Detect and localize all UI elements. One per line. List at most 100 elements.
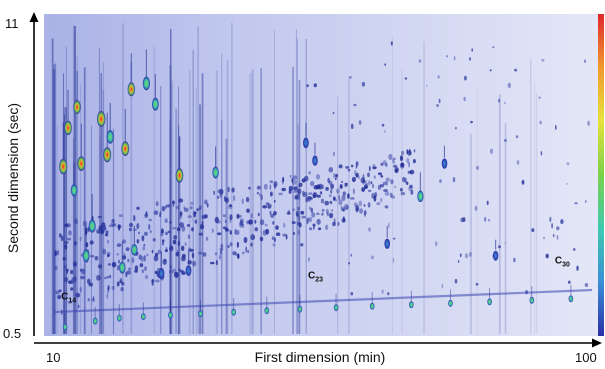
alkane-peak: [264, 307, 270, 315]
band-spot: [79, 236, 82, 242]
band-spot: [92, 296, 95, 301]
band-spot: [227, 245, 230, 248]
band-spot: [235, 229, 240, 236]
band-spot: [364, 186, 368, 189]
band-spot: [60, 235, 64, 242]
x-tick-label-start: 10: [46, 350, 60, 365]
band-spot: [245, 196, 250, 203]
band-spot: [291, 179, 297, 186]
band-spot: [370, 181, 373, 185]
band-spot: [311, 212, 316, 218]
band-spot: [345, 166, 350, 169]
band-spot: [347, 168, 351, 172]
band-spot: [186, 224, 191, 227]
band-spot: [289, 174, 292, 178]
scatter-spot: [492, 46, 495, 49]
band-spot: [136, 239, 140, 244]
band-spot: [250, 234, 256, 241]
band-spot: [172, 239, 177, 245]
band-spot: [388, 153, 393, 160]
band-spot: [118, 259, 120, 264]
band-spot: [350, 197, 355, 200]
scatter-spot: [452, 176, 456, 183]
band-spot: [347, 193, 350, 199]
scatter-spot: [326, 212, 330, 217]
band-spot: [291, 221, 296, 225]
band-spot: [306, 217, 309, 225]
band-spot: [199, 223, 205, 230]
band-spot: [136, 223, 140, 229]
band-spot: [273, 211, 277, 216]
baseline-band: [54, 288, 593, 314]
scatter-spot: [438, 98, 441, 104]
scatter-spot: [370, 255, 375, 260]
band-spot: [118, 214, 124, 218]
scatter-spot: [503, 139, 507, 142]
scatter-spot: [471, 48, 474, 52]
band-spot: [333, 218, 336, 224]
band-spot: [122, 255, 127, 260]
band-spot: [310, 181, 315, 187]
scatter-spot: [441, 283, 444, 289]
band-spot: [338, 199, 343, 206]
band-spot: [173, 235, 178, 240]
band-spot: [390, 179, 394, 185]
band-spot: [355, 165, 358, 169]
scatter-spot: [348, 261, 350, 265]
band-spot: [389, 192, 393, 198]
alkane-peak: [168, 311, 173, 319]
scatter-spot: [306, 84, 309, 88]
band-spot: [336, 188, 340, 194]
band-spot: [73, 263, 76, 267]
band-spot: [269, 184, 272, 190]
band-spot: [373, 195, 377, 202]
band-spot: [281, 187, 287, 192]
scatter-spot: [489, 148, 494, 154]
colorbar: [598, 14, 604, 336]
band-spot: [330, 183, 334, 190]
band-spot: [282, 233, 288, 237]
band-spot: [155, 279, 160, 283]
scatter-spot: [486, 200, 489, 206]
alkane-peak: [409, 301, 414, 309]
scatter-spot: [436, 104, 439, 107]
band-spot: [270, 213, 275, 218]
band-spot: [193, 211, 197, 215]
band-spot: [142, 246, 146, 251]
band-spot: [302, 190, 305, 197]
band-spot: [369, 165, 371, 172]
band-spot: [408, 161, 410, 168]
band-spot: [293, 175, 297, 180]
band-spot: [273, 180, 278, 187]
band-spot: [256, 191, 259, 195]
band-spot: [181, 271, 186, 275]
band-spot: [107, 285, 110, 291]
band-spot: [224, 227, 229, 232]
peak: [106, 130, 114, 144]
band-spot: [205, 236, 209, 241]
band-spot: [141, 235, 145, 242]
band-spot: [107, 239, 109, 244]
band-spot: [330, 209, 334, 212]
band-spot: [128, 227, 132, 232]
band-spot: [239, 222, 244, 228]
band-spot: [219, 254, 221, 260]
annotation-subscript: 30: [562, 262, 570, 269]
band-spot: [94, 256, 99, 261]
scatter-spot: [387, 291, 390, 295]
band-spot: [298, 192, 300, 196]
scatter-spot: [335, 199, 338, 202]
scatter-spot: [587, 120, 590, 126]
band-spot: [97, 228, 103, 235]
peak: [59, 158, 68, 175]
band-spot: [155, 201, 159, 207]
band-spot: [308, 216, 313, 223]
scatter-spot: [312, 223, 316, 227]
band-spot: [343, 203, 349, 210]
alkane-series-layer: [62, 284, 574, 331]
band-spot: [254, 219, 257, 224]
band-spot: [151, 249, 154, 254]
band-spot: [125, 271, 128, 278]
